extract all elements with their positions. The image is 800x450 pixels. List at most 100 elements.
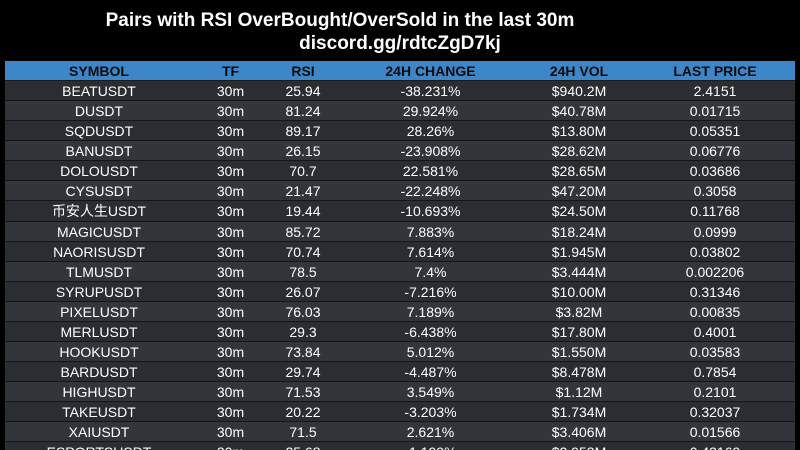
tf-cell: 30m [193, 221, 268, 242]
column-header-symbol[interactable]: SYMBOL [5, 61, 193, 81]
table-row[interactable]: CYSUSDT 30m 21.47 -22.248% $47.20M 0.3058 [5, 180, 795, 201]
change-cell: -38.231% [338, 80, 523, 101]
tf-cell: 30m [193, 241, 268, 262]
tf-cell: 30m [193, 160, 268, 181]
change-cell: 2.621% [338, 421, 523, 442]
price-cell: 0.002206 [635, 261, 795, 282]
rsi-cell: 71.5 [268, 421, 338, 442]
table-row[interactable]: SQDUSDT 30m 89.17 28.26% $13.80M 0.05351 [5, 120, 795, 141]
price-cell: 0.31346 [635, 281, 795, 302]
table-row[interactable]: TAKEUSDT 30m 20.22 -3.203% $1.734M 0.32037 [5, 401, 795, 422]
table-row[interactable]: TLMUSDT 30m 78.5 7.4% $3.444M 0.002206 [5, 261, 795, 282]
symbol-cell: CYSUSDT [5, 180, 193, 201]
tf-cell: 30m [193, 80, 268, 101]
rsi-table: SYMBOL TF RSI 24H CHANGE 24H VOL LAST PR… [5, 61, 795, 450]
rsi-cell: 70.7 [268, 160, 338, 181]
tf-cell: 30m [193, 120, 268, 141]
rsi-cell: 76.03 [268, 301, 338, 322]
rsi-table-container: SYMBOL TF RSI 24H CHANGE 24H VOL LAST PR… [5, 61, 795, 450]
table-row[interactable]: MAGICUSDT 30m 85.72 7.883% $18.24M 0.0999 [5, 221, 795, 242]
tf-cell: 30m [193, 261, 268, 282]
table-row[interactable]: DUSDT 30m 81.24 29.924% $40.78M 0.01715 [5, 100, 795, 121]
tf-cell: 30m [193, 140, 268, 161]
symbol-cell: NAORISUSDT [5, 241, 193, 262]
rsi-cell: 26.15 [268, 140, 338, 161]
symbol-cell: DUSDT [5, 100, 193, 121]
rsi-cell: 81.24 [268, 100, 338, 121]
table-row[interactable]: PIXELUSDT 30m 76.03 7.189% $3.82M 0.00835 [5, 301, 795, 322]
price-cell: 0.0999 [635, 221, 795, 242]
price-cell: 2.4151 [635, 80, 795, 101]
table-row[interactable]: BARDUSDT 30m 29.74 -4.487% $8.478M 0.7854 [5, 361, 795, 382]
volume-cell: $8.478M [523, 361, 635, 382]
change-cell: 22.581% [338, 160, 523, 181]
symbol-cell: XAIUSDT [5, 421, 193, 442]
symbol-cell: BEATUSDT [5, 80, 193, 101]
rsi-cell: 20.22 [268, 401, 338, 422]
table-row[interactable]: ESPORTSUSDT30m25.68-1.199%$2.953M0.43169 [5, 441, 795, 450]
table-row[interactable]: NAORISUSDT 30m 70.74 7.614% $1.945M 0.03802 [5, 241, 795, 262]
column-header-rsi[interactable]: RSI [268, 61, 338, 81]
volume-cell: $3.82M [523, 301, 635, 322]
price-cell: 0.2101 [635, 381, 795, 402]
volume-cell: $10.00M [523, 281, 635, 302]
price-cell: 0.32037 [635, 401, 795, 422]
symbol-cell: SYRUPUSDT [5, 281, 193, 302]
symbol-cell: BARDUSDT [5, 361, 193, 382]
rsi-cell: 73.84 [268, 341, 338, 362]
table-header: SYMBOL TF RSI 24H CHANGE 24H VOL LAST PR… [5, 61, 795, 81]
tf-cell: 30m [193, 361, 268, 382]
price-cell: 0.03802 [635, 241, 795, 262]
symbol-cell: TAKEUSDT [5, 401, 193, 422]
table-row[interactable]: DOLOUSDT 30m 70.7 22.581% $28.65M 0.03686 [5, 160, 795, 181]
price-cell: 0.05351 [635, 120, 795, 141]
tf-cell: 30m [193, 441, 268, 450]
table-row[interactable]: BANUSDT 30m 26.15 -23.908% $28.62M 0.06776 [5, 140, 795, 161]
table-row[interactable]: MERLUSDT 30m 29.3 -6.438% $17.80M 0.4001 [5, 321, 795, 342]
column-header-24h-change[interactable]: 24H CHANGE [338, 61, 523, 81]
column-header-tf[interactable]: TF [193, 61, 268, 81]
symbol-cell: PIXELUSDT [5, 301, 193, 322]
tf-cell: 30m [193, 341, 268, 362]
volume-cell: $18.24M [523, 221, 635, 242]
discord-link[interactable]: discord.gg/rdtcZgD7kj [299, 33, 501, 54]
change-cell: 28.26% [338, 120, 523, 141]
column-header-last-price[interactable]: LAST PRICE [635, 61, 795, 81]
price-cell: 0.06776 [635, 140, 795, 161]
volume-cell: $28.65M [523, 160, 635, 181]
rsi-cell: 85.72 [268, 221, 338, 242]
volume-cell: $940.2M [523, 80, 635, 101]
rsi-cell: 25.94 [268, 80, 338, 101]
price-cell: 0.43169 [635, 441, 795, 450]
table-row[interactable]: 币安人生USDT 30m 19.44 -10.693% $24.50M 0.11768 [5, 200, 795, 222]
change-cell: 3.549% [338, 381, 523, 402]
tf-cell: 30m [193, 100, 268, 121]
table-row[interactable]: BEATUSDT 30m 25.94 -38.231% $940.2M 2.4151 [5, 80, 795, 101]
table-row[interactable]: SYRUPUSDT 30m 26.07 -7.216% $10.00M 0.31346 [5, 281, 795, 302]
tf-cell: 30m [193, 421, 268, 442]
table-row[interactable]: HIGHUSDT 30m 71.53 3.549% $1.12M 0.2101 [5, 381, 795, 402]
volume-cell: $1.734M [523, 401, 635, 422]
symbol-cell: MERLUSDT [5, 321, 193, 342]
tf-cell: 30m [193, 180, 268, 201]
volume-cell: $2.953M [523, 441, 635, 450]
page-title: Pairs with RSI OverBought/OverSold in th… [105, 10, 575, 31]
column-header-24h-vol[interactable]: 24H VOL [523, 61, 635, 81]
volume-cell: $28.62M [523, 140, 635, 161]
change-cell: -6.438% [338, 321, 523, 342]
price-cell: 0.01566 [635, 421, 795, 442]
price-cell: 0.3058 [635, 180, 795, 201]
table-row[interactable]: XAIUSDT 30m 71.5 2.621% $3.406M 0.01566 [5, 421, 795, 442]
change-cell: -23.908% [338, 140, 523, 161]
change-cell: 7.614% [338, 241, 523, 262]
volume-cell: $3.406M [523, 421, 635, 442]
tf-cell: 30m [193, 401, 268, 422]
symbol-cell: HOOKUSDT [5, 341, 193, 362]
rsi-cell: 70.74 [268, 241, 338, 262]
table-row[interactable]: HOOKUSDT 30m 73.84 5.012% $1.550M 0.03583 [5, 341, 795, 362]
rsi-cell: 78.5 [268, 261, 338, 282]
change-cell: 7.189% [338, 301, 523, 322]
symbol-cell: MAGICUSDT [5, 221, 193, 242]
volume-cell: $24.50M [523, 200, 635, 222]
symbol-cell: BANUSDT [5, 140, 193, 161]
